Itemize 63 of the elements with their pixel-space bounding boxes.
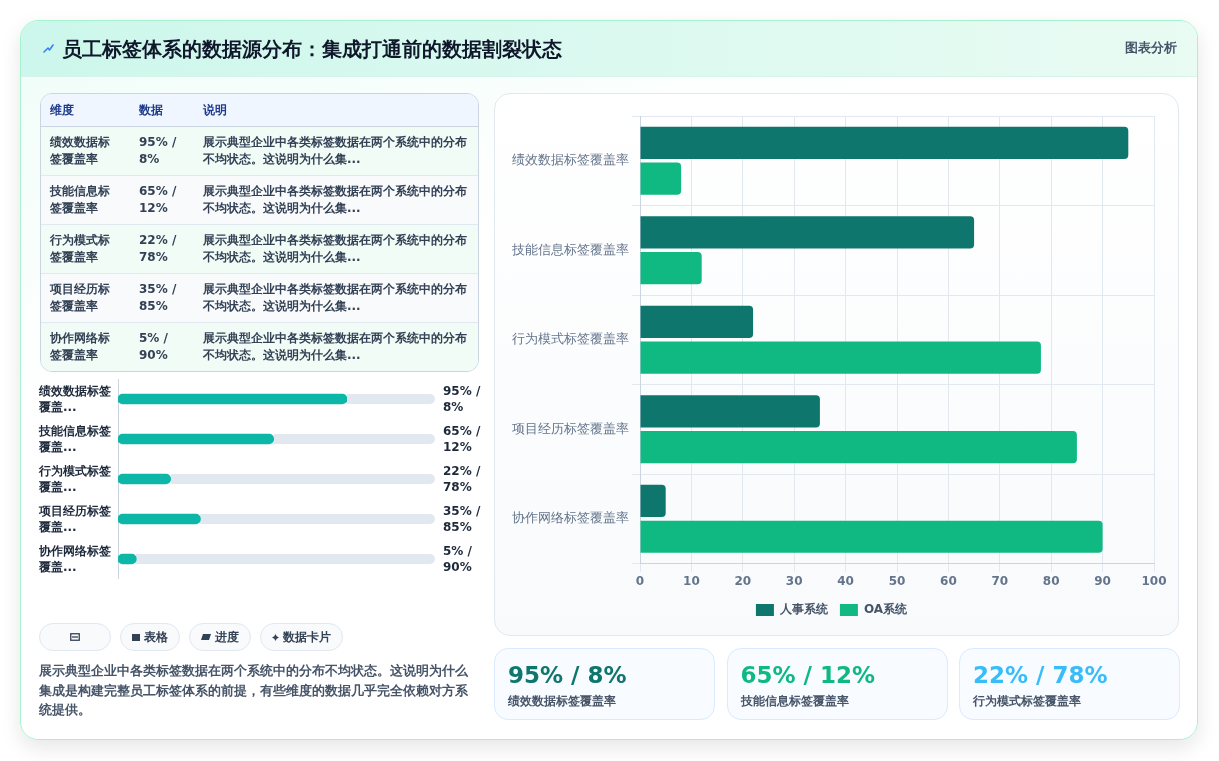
text: 图表分析 [1125, 40, 1177, 56]
bar [640, 126, 1129, 159]
text: 35% / 85% [443, 503, 482, 535]
text: 员工标签体系的数据源分布：集成打通前的数据割裂状态 [62, 36, 562, 62]
bar [118, 473, 171, 485]
bar [640, 395, 820, 428]
y-tick-label: 行为模式标签覆盖率 [512, 331, 629, 347]
text: 维度 [50, 101, 74, 119]
text: 说明 [203, 101, 227, 119]
y-tick-label: 协作网络标签覆盖率 [512, 510, 629, 526]
y-tick-label: 技能信息标签覆盖... [39, 423, 112, 455]
text: 65% / 12% [139, 183, 178, 217]
text: 22% / 78% [139, 232, 178, 266]
x-tick-label: 20 [734, 573, 752, 588]
text: 展示典型企业中各类标签数据在两个系统中的分布不均状态。这说明为什么集... [203, 281, 468, 315]
legend-label: 人事系统 [778, 602, 829, 617]
text: 展示典型企业中各类标签数据在两个系统中的分布不均状态。这说明为什么集... [203, 183, 468, 217]
text: 展示典型企业中各类标签数据在两个系统中的分布不均状态。这说明为什么集... [203, 232, 468, 266]
y-tick-label: 项目经历标签覆盖... [39, 503, 112, 535]
y-tick-label: 行为模式标签覆盖... [39, 463, 112, 495]
x-tick-label: 30 [785, 573, 803, 588]
y-tick-label: 绩效数据标签覆盖率 [512, 152, 629, 168]
text: 5% / 90% [443, 543, 473, 575]
x-tick-label: 0 [635, 573, 645, 588]
bar [640, 162, 682, 195]
bar [640, 520, 1103, 553]
x-tick-label: 40 [837, 573, 854, 588]
legend-label: OA系统 [863, 602, 909, 617]
text: 展示典型企业中各类标签数据在两个系统中的分布不均状态。这说明为什么集... [203, 134, 468, 168]
x-tick-label: 60 [940, 573, 957, 588]
text: 展示典型企业中各类标签数据在两个系统中的分布不均状态。这说明为什么集成是构建完整员工标签体系的前提，有些维度的数据几乎完全依赖对方系统提供。 [39, 662, 469, 719]
bar [640, 484, 666, 518]
text: 65% / 12% [443, 423, 482, 455]
y-tick-label: 项目经历标签覆盖率 [512, 420, 629, 436]
bar [640, 305, 754, 339]
text: 35% / 85% [139, 281, 178, 315]
bar [640, 252, 702, 285]
bar [640, 341, 1041, 374]
text: 65% / 12% [740, 661, 876, 689]
bar [640, 216, 975, 249]
y-tick-label: 技能信息标签覆盖率 [511, 241, 629, 257]
text: 表格 [144, 628, 168, 646]
text: 数据 [139, 101, 163, 119]
text: 展示典型企业中各类标签数据在两个系统中的分布不均状态。这说明为什么集... [203, 330, 468, 364]
text: 95% / 8% [443, 383, 482, 415]
text: 5% / 90% [139, 330, 169, 364]
y-tick-label: 协作网络标签覆盖... [39, 543, 112, 575]
text: 22% / 78% [443, 463, 482, 495]
x-tick-label: 10 [683, 573, 700, 588]
text: 数据卡片 [283, 628, 331, 646]
x-tick-label: 50 [888, 573, 906, 588]
x-tick-label: 90 [1094, 573, 1111, 588]
text: 95% / 8% [508, 661, 627, 689]
text: 95% / 8% [139, 134, 178, 168]
x-tick-label: 70 [991, 573, 1009, 588]
x-tick-label: 80 [1042, 573, 1060, 588]
text: 进度 [215, 628, 239, 646]
text: 行为模式标签覆盖率 [973, 693, 1081, 709]
y-tick-label: 绩效数据标签覆盖... [39, 383, 112, 415]
bar [640, 431, 1077, 464]
x-tick-label: 100 [1141, 573, 1167, 588]
text: 技能信息标签覆盖率 [740, 693, 849, 709]
text: 22% / 78% [973, 661, 1108, 689]
